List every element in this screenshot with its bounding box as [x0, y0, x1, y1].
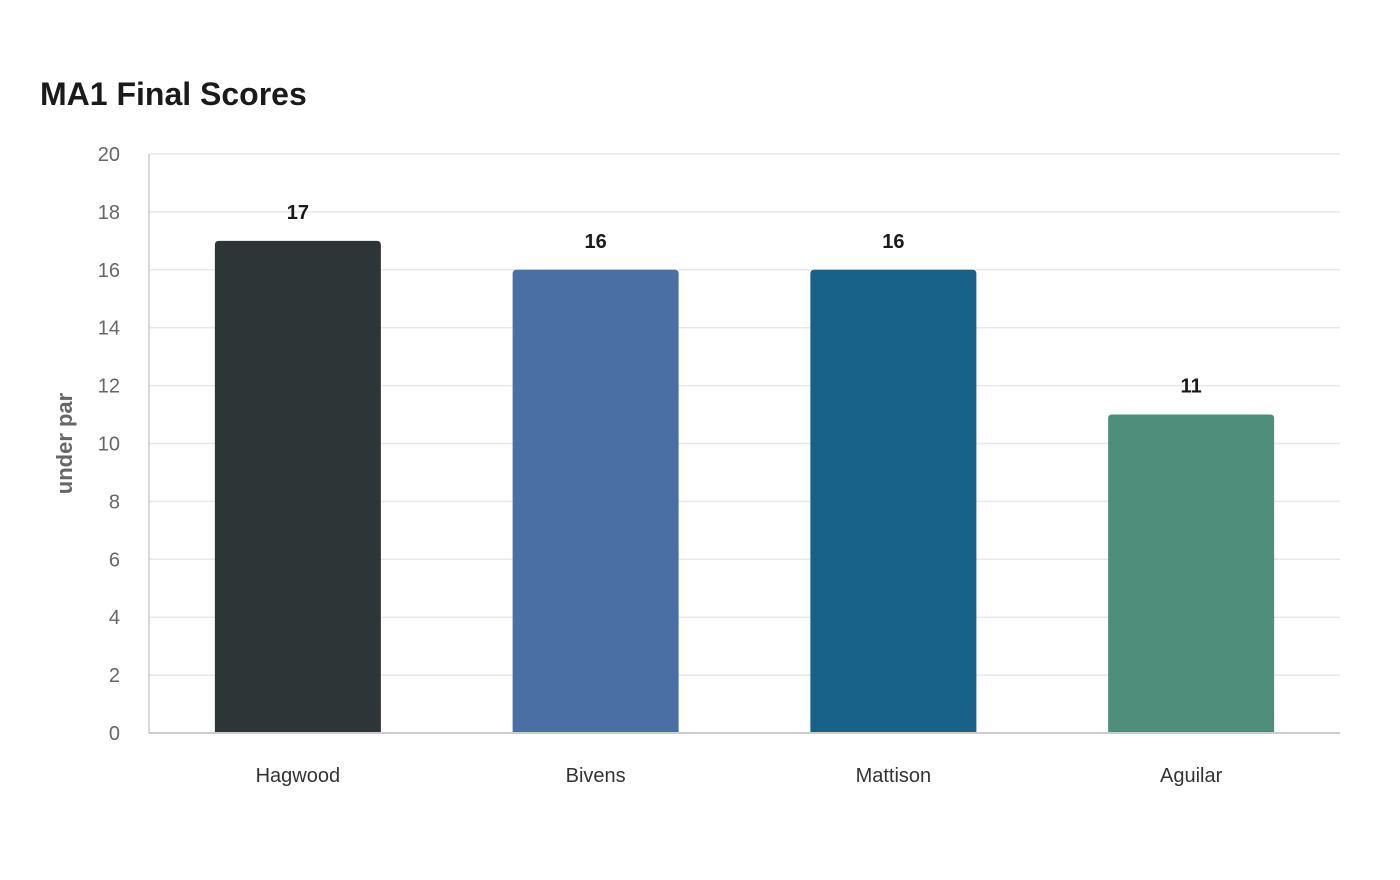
x-tick-label-bivens: Bivens: [566, 765, 626, 787]
y-tick-label: 8: [109, 491, 120, 513]
axes: [148, 154, 1340, 734]
y-tick-label: 10: [98, 434, 120, 456]
x-tick-label-mattison: Mattison: [856, 765, 932, 787]
y-tick-label: 20: [98, 144, 120, 166]
bar-hagwood: [214, 240, 381, 733]
y-tick-label: 2: [109, 665, 120, 687]
y-tick-label: 18: [98, 202, 120, 224]
bar-aguilar: [1108, 414, 1275, 733]
y-tick-label: 16: [98, 260, 120, 282]
y-tick-label: 14: [98, 318, 120, 340]
data-label-hagwood: 17: [287, 202, 309, 224]
y-tick-label: 6: [109, 549, 120, 571]
data-label-mattison: 16: [882, 231, 904, 253]
y-axis-ticks: 0 2 4 6 8 10 12 14 16 18 20: [98, 144, 120, 745]
data-label-bivens: 16: [585, 231, 607, 253]
bar-bivens: [512, 269, 679, 733]
y-axis-title: under par: [52, 392, 77, 494]
x-tick-label-hagwood: Hagwood: [256, 765, 341, 787]
bar-mattison: [810, 269, 977, 733]
x-tick-label-aguilar: Aguilar: [1160, 765, 1223, 787]
bars: [214, 240, 1275, 733]
data-labels: 17 16 16 11: [287, 202, 1202, 398]
chart-title: MA1 Final Scores: [40, 76, 307, 112]
y-tick-label: 4: [109, 607, 120, 629]
y-tick-label: 0: [109, 723, 120, 745]
y-tick-label: 12: [98, 376, 120, 398]
data-label-aguilar: 11: [1181, 376, 1202, 398]
x-axis-categories: Hagwood Bivens Mattison Aguilar: [256, 765, 1223, 787]
